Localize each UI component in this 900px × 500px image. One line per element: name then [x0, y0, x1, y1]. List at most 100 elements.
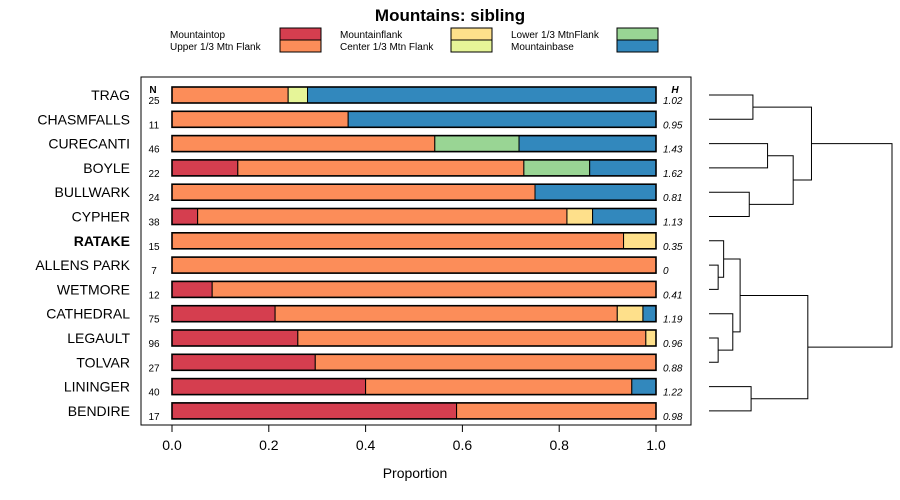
x-tick-label: 0.4	[356, 437, 376, 453]
n-value: 15	[148, 242, 160, 253]
dendrogram-merge	[709, 240, 725, 278]
bar-outline	[171, 353, 657, 372]
bar-segment	[434, 135, 520, 153]
bar-outline	[171, 377, 657, 396]
bar-segment	[171, 159, 239, 177]
n-value: 40	[148, 388, 160, 399]
bar-outline	[171, 232, 657, 250]
legend-swatch	[279, 39, 322, 53]
legend-label: Mountaintop	[170, 30, 225, 41]
dendrogram	[709, 94, 893, 412]
row-label: BULLWARK	[55, 184, 131, 200]
bar-segment	[171, 402, 458, 420]
bar-segment	[297, 329, 647, 347]
h-value: 1.62	[663, 169, 683, 180]
bar-outline	[171, 280, 657, 299]
n-value: 25	[148, 96, 160, 107]
bar-segment	[171, 305, 276, 323]
legend-label: Mountainflank	[340, 30, 403, 41]
n-value: 17	[148, 412, 160, 423]
bar-segment	[623, 232, 657, 250]
row-label: WETMORE	[57, 281, 130, 297]
h-column-header: H	[671, 85, 679, 96]
bar-row: BENDIRE 17 0.98	[68, 402, 683, 423]
x-axis: 0.0 0.2 0.4 0.6 0.8 1.0	[162, 425, 666, 453]
dendrogram-merge	[709, 313, 734, 351]
n-value: 22	[148, 169, 160, 180]
bar-segment	[274, 305, 618, 323]
bar-segment	[171, 256, 657, 274]
bar-segment	[616, 305, 644, 323]
row-label: CURECANTI	[48, 136, 130, 152]
bar-outline	[171, 304, 657, 323]
x-axis-title: Proportion	[383, 465, 448, 481]
bar-segment	[518, 135, 657, 153]
bar-row: WETMORE 12 0.41	[57, 280, 682, 301]
row-label: CHASMFALLS	[37, 111, 130, 127]
bar-row: BOYLE 22 1.62	[83, 159, 683, 180]
row-label: CATHEDRAL	[46, 306, 130, 322]
legend-swatch	[616, 39, 659, 53]
row-label: BOYLE	[83, 160, 130, 176]
row-label: RATAKE	[74, 233, 130, 249]
row-label: LEGAULT	[67, 330, 130, 346]
legend-swatch	[450, 39, 493, 53]
bar-outline	[171, 159, 657, 177]
dendrogram-merge	[740, 294, 809, 400]
bar-row: TOLVAR 27 0.88	[76, 353, 683, 374]
legend-swatch	[279, 27, 322, 41]
bar-segment	[171, 183, 536, 201]
n-value: 27	[148, 363, 160, 374]
dendrogram-merge	[723, 258, 741, 333]
bar-segment	[589, 159, 657, 177]
bar-row: LEGAULT 96 0.96	[67, 329, 683, 350]
row-label: LININGER	[64, 379, 130, 395]
bar-segment	[171, 208, 199, 225]
h-value: 0.95	[663, 120, 683, 131]
bar-row: RATAKE 15 0.35	[74, 232, 683, 253]
row-label: CYPHER	[72, 209, 130, 225]
x-tick-label: 0.0	[162, 437, 182, 453]
bar-outline	[171, 329, 657, 347]
bar-segment	[197, 208, 568, 225]
bar-segment	[534, 183, 657, 201]
bar-segment	[347, 110, 657, 128]
row-label: BENDIRE	[68, 403, 130, 419]
x-tick-label: 0.6	[453, 437, 473, 453]
h-value: 0.35	[663, 242, 683, 253]
bar-outline	[171, 86, 657, 104]
bar-segment	[592, 208, 657, 225]
h-value: 0	[663, 266, 669, 277]
h-value: 0.98	[663, 412, 683, 423]
bar-row: BULLWARK 24 0.81	[55, 183, 682, 204]
n-value: 24	[148, 193, 160, 204]
legend-swatch	[616, 27, 659, 41]
bar-segment	[171, 86, 289, 104]
bar-segment	[287, 86, 309, 104]
bar-segment	[171, 280, 213, 298]
h-value: 1.02	[663, 96, 683, 107]
legend-label: Upper 1/3 Mtn Flank	[170, 42, 262, 53]
plot-frame	[140, 76, 692, 426]
bar-outline	[171, 402, 657, 420]
legend-label: Center 1/3 Mtn Flank	[340, 42, 434, 53]
h-value: 1.13	[663, 218, 683, 229]
legend-label: Lower 1/3 MtnFlank	[511, 30, 600, 41]
bar-outline	[171, 207, 657, 226]
h-value: 0.88	[663, 363, 683, 374]
x-tick-label: 0.2	[259, 437, 279, 453]
bar-segment	[171, 329, 299, 347]
h-value: 1.43	[663, 145, 683, 156]
bar-segment	[171, 353, 316, 371]
h-value: 0.81	[663, 193, 682, 204]
h-value: 0.41	[663, 290, 682, 301]
bar-row: CURECANTI 46 1.43	[48, 134, 683, 156]
bar-segment	[645, 329, 657, 347]
bar-segment	[171, 135, 436, 153]
dendrogram-merge	[709, 143, 769, 169]
x-tick-label: 1.0	[646, 437, 666, 453]
legend-swatch	[450, 27, 493, 41]
bar-segment	[307, 86, 657, 104]
n-column-header: N	[149, 85, 156, 96]
